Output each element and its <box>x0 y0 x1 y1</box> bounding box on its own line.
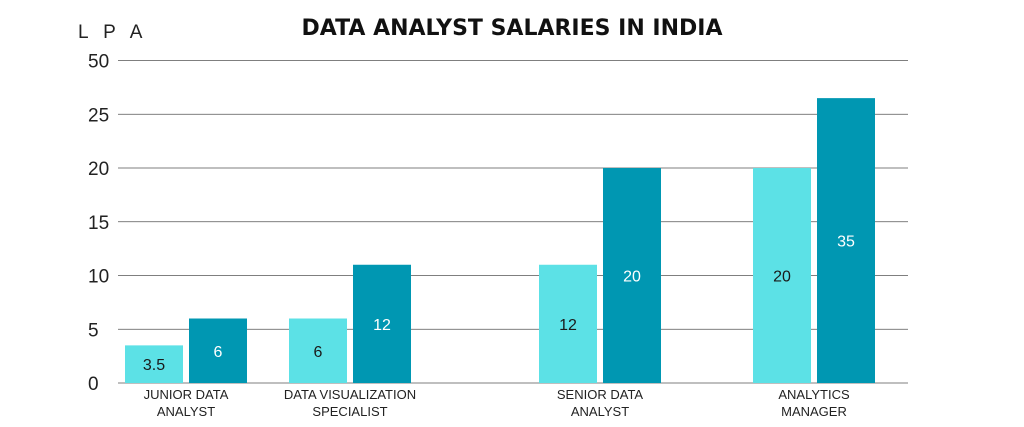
y-tick-label: 5 <box>88 320 99 341</box>
bar-light-0 <box>125 345 183 383</box>
bar-light-1 <box>289 318 347 383</box>
x-category-label: ANALYST <box>157 404 215 419</box>
gridlines <box>118 60 908 384</box>
bar-light-2 <box>539 264 597 383</box>
bar-light-3 <box>753 168 811 383</box>
x-category-label: ANALYST <box>571 404 629 419</box>
x-category-label: SENIOR DATA <box>557 387 644 402</box>
data-label: 20 <box>623 269 641 286</box>
bar-dark-1 <box>353 264 411 383</box>
y-tick-label: 20 <box>88 159 109 180</box>
data-label: 20 <box>773 269 791 286</box>
y-tick-label: 0 <box>88 374 99 395</box>
data-labels: 3.5 6 6 12 12 20 20 35 <box>143 234 855 375</box>
data-label: 12 <box>559 317 577 334</box>
bar-dark-2 <box>603 168 661 383</box>
data-label: 3.5 <box>143 357 165 374</box>
x-category-label: ANALYTICS <box>778 387 850 402</box>
bars <box>125 98 875 383</box>
bar-dark-3 <box>817 98 875 383</box>
data-label: 6 <box>214 344 223 361</box>
data-label: 6 <box>314 344 323 361</box>
y-tick-label: 50 <box>88 52 109 73</box>
x-category-label: MANAGER <box>781 404 847 419</box>
x-category-label: DATA VISUALIZATION <box>284 387 416 402</box>
x-category-label: SPECIALIST <box>312 404 387 419</box>
y-axis-ticks: 0 5 10 15 20 25 50 <box>88 52 109 396</box>
data-label: 35 <box>837 234 855 251</box>
data-label: 12 <box>373 317 391 334</box>
y-tick-label: 15 <box>88 213 109 234</box>
chart-title: DATA ANALYST SALARIES IN INDIA <box>302 16 723 41</box>
y-axis-unit-label: L P A <box>78 22 147 43</box>
y-tick-label: 10 <box>88 267 109 288</box>
x-axis-labels: JUNIOR DATA ANALYST DATA VISUALIZATION SPEC… <box>144 387 850 419</box>
y-tick-label: 25 <box>88 105 109 126</box>
x-category-label: JUNIOR DATA <box>144 387 229 402</box>
bar-dark-0 <box>189 318 247 383</box>
